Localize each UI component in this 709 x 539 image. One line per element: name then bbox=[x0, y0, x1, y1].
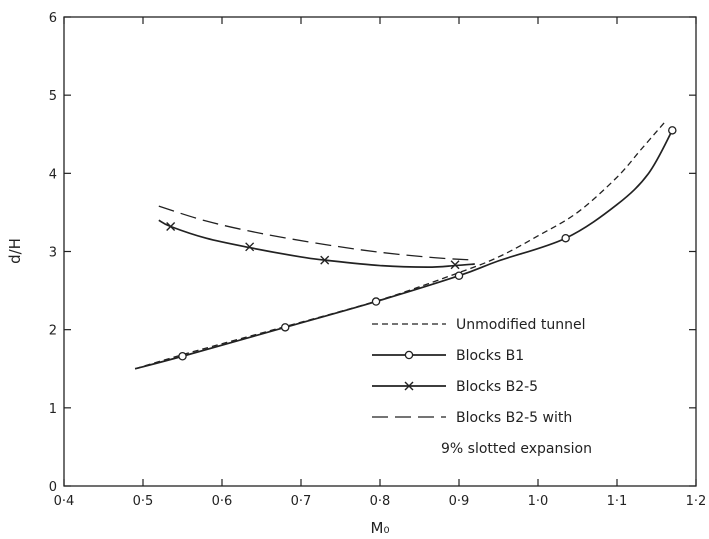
y-tick-label: 0 bbox=[49, 480, 57, 495]
series-blocks-b2-5-with bbox=[158, 205, 475, 261]
legend-marker bbox=[404, 350, 414, 360]
data-point bbox=[280, 323, 290, 332]
legend-entry-unmodified-tunnel: Unmodified tunnel bbox=[372, 317, 585, 333]
series-line bbox=[158, 219, 475, 268]
y-tick-label: 3 bbox=[49, 246, 57, 261]
series-blocks-b1 bbox=[134, 126, 677, 370]
y-tick-label: 4 bbox=[49, 167, 57, 182]
cross-stroke bbox=[245, 242, 255, 252]
x-tick-label: 1·2 bbox=[686, 494, 707, 509]
axes: 0·4 0·5 0·6 0·7 0·8 0·9 1·0 1·1 1·2 0 1 2 3 4 5 6 bbox=[49, 11, 707, 509]
legend-entry-blocks-b1: Blocks B1 bbox=[372, 348, 524, 364]
series-line bbox=[134, 129, 674, 370]
data-point bbox=[178, 351, 187, 361]
cross-stroke bbox=[450, 260, 460, 270]
data-point bbox=[371, 297, 381, 306]
cross-stroke bbox=[404, 381, 414, 391]
series-group bbox=[134, 122, 677, 370]
legend-label: Blocks B1 bbox=[456, 348, 524, 364]
y-tick-label: 1 bbox=[49, 402, 57, 417]
x-tick-label: 0·4 bbox=[54, 494, 75, 509]
cross-stroke bbox=[320, 255, 330, 265]
data-point bbox=[166, 221, 176, 231]
legend-label: Blocks B2-5 bbox=[456, 379, 538, 395]
legend-label-line2: 9% slotted expansion bbox=[441, 441, 592, 457]
x-tick-label: 0·6 bbox=[212, 494, 233, 509]
series-blocks-b2-5 bbox=[158, 219, 475, 270]
plot-frame bbox=[63, 16, 697, 487]
x-axis-label: M₀ bbox=[371, 519, 390, 537]
y-axis-label: d/H bbox=[6, 238, 24, 264]
x-tick-label: 0·5 bbox=[133, 494, 154, 509]
plot-area bbox=[63, 16, 697, 487]
series-line bbox=[158, 205, 475, 261]
legend-label: Blocks B2-5 with bbox=[456, 410, 572, 426]
legend-entry-blocks-b2-5: Blocks B2-5 bbox=[372, 379, 538, 395]
data-point bbox=[450, 260, 460, 270]
cross-stroke bbox=[166, 221, 176, 231]
data-point bbox=[668, 126, 677, 135]
data-point bbox=[561, 233, 570, 243]
series-unmodified-tunnel bbox=[134, 122, 665, 370]
legend-entry-blocks-b2-5-with: Blocks B2-5 with 9% slotted expansion bbox=[372, 410, 592, 457]
data-point bbox=[245, 242, 255, 252]
x-tick-label: 1·1 bbox=[607, 494, 628, 509]
series-line bbox=[134, 122, 665, 370]
legend-label: Unmodified tunnel bbox=[456, 317, 585, 333]
y-tick-label: 6 bbox=[49, 11, 57, 26]
data-point bbox=[454, 271, 464, 280]
x-tick-label: 0·9 bbox=[449, 494, 470, 509]
y-tick-label: 2 bbox=[49, 324, 57, 339]
x-tick-label: 0·8 bbox=[370, 494, 391, 509]
x-tick-label: 0·7 bbox=[291, 494, 312, 509]
data-point bbox=[320, 255, 330, 265]
legend-marker bbox=[404, 381, 414, 391]
x-tick-label: 1·0 bbox=[528, 494, 549, 509]
legend: Unmodified tunnel Blocks B1 Blocks B2-5 Blo… bbox=[372, 317, 592, 457]
y-tick-label: 5 bbox=[49, 89, 57, 104]
